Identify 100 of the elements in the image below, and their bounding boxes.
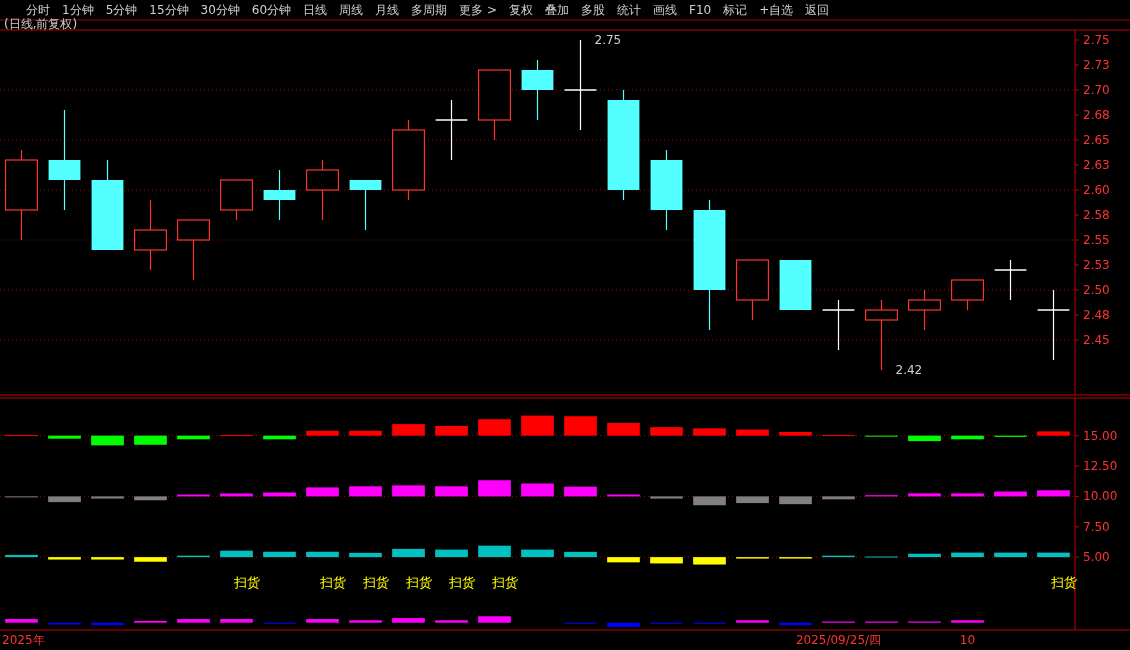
text: 画线 — [653, 3, 677, 17]
bar — [650, 427, 683, 436]
bar — [1037, 431, 1070, 436]
x-tick-label: 2025/09/25/四 — [795, 633, 882, 647]
bar — [994, 552, 1027, 558]
bar — [650, 557, 683, 564]
bar — [435, 549, 468, 558]
text: 多股 — [581, 3, 605, 17]
bar — [392, 485, 425, 497]
bar — [607, 557, 640, 563]
annotation: 2.75 — [594, 33, 622, 47]
bar — [349, 430, 382, 436]
bar — [908, 493, 941, 497]
bar — [349, 486, 382, 497]
bar — [693, 496, 726, 506]
data-label: 扫货 — [490, 575, 518, 591]
candlestick — [434, 99, 469, 161]
bar — [564, 551, 597, 558]
bar — [134, 496, 167, 501]
data-label: 扫货 — [404, 575, 432, 591]
data-label: 扫货 — [318, 575, 346, 591]
bar — [908, 435, 941, 442]
bar — [392, 618, 425, 623]
data-label: 扫货 — [1049, 575, 1077, 591]
text: 日线 — [303, 3, 328, 17]
text: 叠加 — [545, 3, 569, 17]
bar — [48, 557, 81, 560]
bar — [349, 552, 382, 558]
bar — [220, 493, 253, 497]
bar — [435, 620, 468, 623]
bar — [779, 496, 812, 505]
bar — [478, 616, 511, 623]
bar — [306, 619, 339, 623]
y-tick-label: 2.55 — [1083, 233, 1110, 247]
text: 周线 — [339, 3, 364, 17]
y-tick-label: 2.68 — [1083, 108, 1110, 122]
text: 标记 — [722, 3, 748, 17]
bar — [951, 493, 984, 497]
y-tick-label: 2.70 — [1083, 83, 1110, 97]
data-label: 扫货 — [447, 575, 475, 591]
bar — [392, 424, 425, 436]
text: 15分钟 — [149, 3, 189, 17]
text: 复权 — [509, 3, 533, 17]
bar — [478, 545, 511, 558]
bar — [435, 425, 468, 436]
bar — [91, 496, 124, 499]
text: 1分钟 — [62, 3, 94, 17]
bar — [220, 550, 253, 558]
bar — [48, 435, 81, 439]
text: 多周期 — [411, 3, 448, 17]
bar — [564, 416, 597, 436]
bar — [134, 435, 167, 445]
bar — [435, 486, 468, 497]
bar — [220, 619, 253, 623]
bar — [693, 428, 726, 436]
x-tick-label: 10 — [959, 633, 976, 647]
y-tick-label: 2.63 — [1083, 158, 1110, 172]
bar — [177, 619, 210, 623]
bar — [349, 620, 382, 623]
bar — [521, 415, 554, 436]
x-tick-label: 2025年 — [2, 633, 45, 647]
bar — [48, 496, 81, 503]
bar — [650, 496, 683, 499]
text: 更多 > — [459, 3, 497, 17]
y-tick-label: 2.75 — [1083, 33, 1110, 47]
bar — [306, 487, 339, 497]
candlestick — [821, 299, 856, 351]
bar — [91, 435, 124, 446]
bar — [263, 551, 296, 558]
bar — [736, 620, 769, 623]
annotation: 2.42 — [895, 363, 923, 377]
bar — [5, 619, 38, 623]
bar — [607, 422, 640, 436]
y-tick-label: 2.60 — [1083, 183, 1110, 197]
bar — [306, 430, 339, 436]
candlestick — [993, 259, 1028, 301]
bar — [779, 432, 812, 436]
y-tick-label: 12.50 — [1083, 459, 1118, 474]
bar — [392, 548, 425, 558]
text: 30分钟 — [200, 3, 240, 17]
y-tick-label: 2.45 — [1083, 333, 1110, 347]
text: +自选 — [759, 3, 794, 17]
bar — [134, 557, 167, 562]
text: 返回 — [805, 3, 830, 17]
text: 月线 — [375, 3, 400, 17]
bar — [607, 622, 640, 627]
text: 60分钟 — [251, 3, 292, 17]
text: 5分钟 — [105, 3, 138, 17]
data-label: 扫货 — [361, 575, 389, 591]
bar — [521, 549, 554, 558]
bar — [822, 496, 855, 500]
bar — [1037, 490, 1070, 497]
bar — [693, 557, 726, 565]
y-tick-label: 5.00 — [1083, 550, 1110, 565]
bar — [478, 419, 511, 436]
bar — [91, 557, 124, 560]
bar — [478, 480, 511, 497]
candlestick — [1036, 289, 1071, 361]
y-tick-label: 15.00 — [1083, 428, 1118, 443]
y-tick-label: 10.00 — [1083, 489, 1118, 504]
